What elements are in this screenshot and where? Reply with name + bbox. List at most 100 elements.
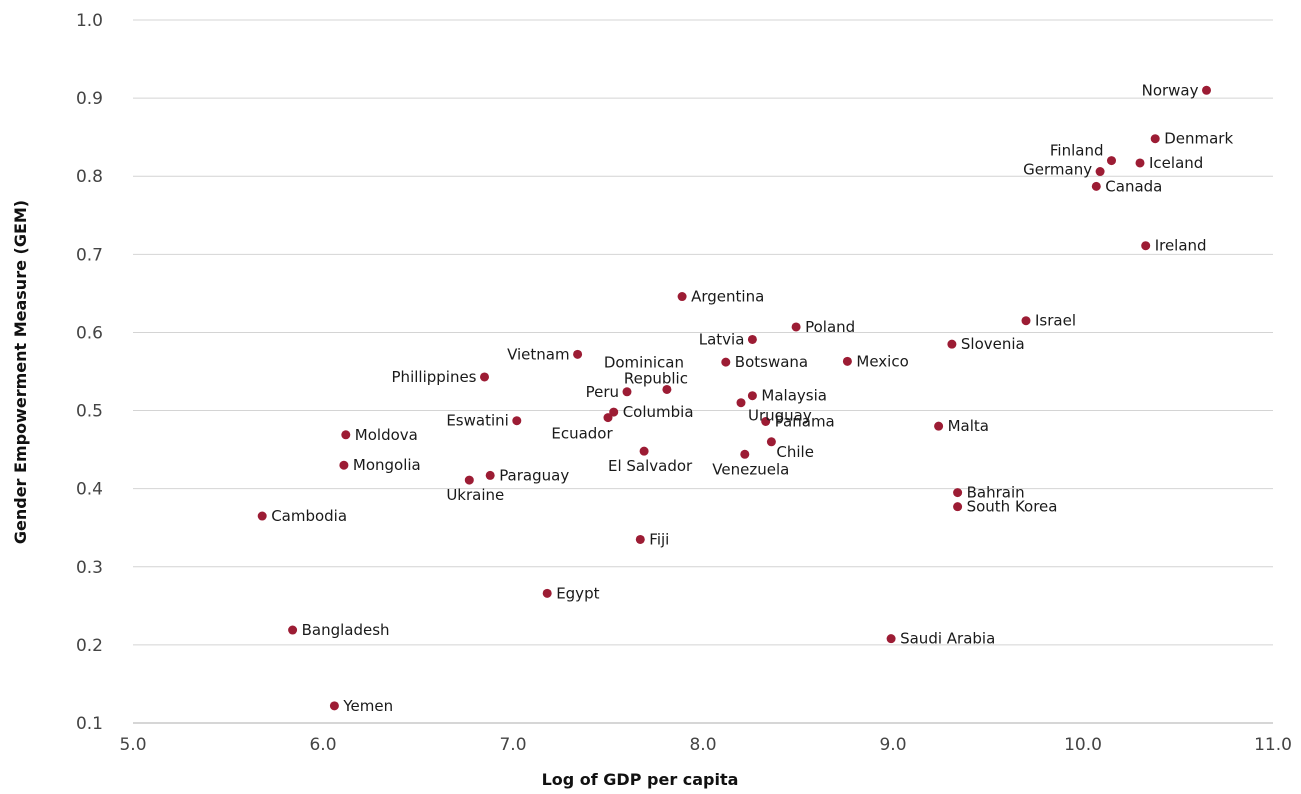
y-tick-label: 0.2 (76, 636, 103, 656)
data-label-fiji: Fiji (649, 530, 669, 548)
data-label-egypt: Egypt (556, 584, 599, 602)
x-tick-label: 7.0 (499, 735, 526, 755)
data-label-mexico: Mexico (856, 352, 908, 370)
data-point-south-korea (953, 502, 963, 512)
data-label-malaysia: Malaysia (761, 387, 827, 405)
data-label-iceland: Iceland (1149, 154, 1203, 172)
y-tick-label: 0.6 (76, 323, 103, 343)
data-point-dominican-republic (662, 384, 672, 394)
y-tick-label: 0.8 (76, 167, 103, 187)
data-point-bangladesh (288, 625, 298, 635)
y-axis-title: Gender Empowerment Measure (GEM) (11, 200, 30, 544)
data-label-saudi-arabia: Saudi Arabia (900, 630, 995, 648)
y-tick-label: 0.7 (76, 245, 103, 265)
y-tick-label: 0.4 (76, 480, 103, 500)
data-point-canada (1091, 181, 1101, 191)
data-points (257, 85, 1211, 711)
data-point-el-salvador (639, 446, 649, 456)
data-label-el-salvador: El Salvador (608, 457, 693, 475)
y-tick-label: 0.1 (76, 714, 103, 734)
data-point-bahrain (953, 488, 963, 498)
data-label-israel: Israel (1035, 312, 1076, 330)
data-label-uruguay: Uruguay (748, 407, 812, 425)
data-point-israel (1021, 316, 1031, 326)
data-label-bangladesh: Bangladesh (302, 621, 390, 639)
data-point-germany (1095, 167, 1105, 177)
data-label-norway: Norway (1142, 81, 1199, 99)
data-label-south-korea: South Korea (967, 498, 1058, 516)
data-label-phillippines: Phillippines (392, 368, 477, 386)
data-label-ireland: Ireland (1155, 237, 1207, 255)
data-point-ireland (1141, 241, 1151, 251)
x-tick-labels: 5.0 6.0 7.0 8.0 9.0 10.0 11.0 (119, 735, 1291, 755)
data-label-germany: Germany (1023, 161, 1092, 179)
data-point-paraguay (485, 470, 495, 480)
data-label-paraguay: Paraguay (499, 466, 569, 484)
data-point-denmark (1150, 134, 1160, 144)
data-point-mexico (842, 356, 852, 366)
data-point-columbia (609, 407, 619, 417)
data-label-cambodia: Cambodia (271, 507, 347, 525)
data-label-finland: Finland (1050, 142, 1104, 160)
data-point-labels: Norway Denmark Finland Iceland Germany Canada… (271, 81, 1233, 715)
data-point-norway (1202, 85, 1211, 95)
data-label-peru: Peru (586, 383, 619, 401)
gridlines (133, 19, 1273, 646)
data-label-bahrain: Bahrain (967, 484, 1025, 502)
data-label-slovenia: Slovenia (961, 335, 1025, 353)
data-point-venezuela (740, 449, 750, 459)
data-label-vietnam: Vietnam (507, 345, 570, 363)
y-tick-label: 0.3 (76, 558, 103, 578)
data-point-ukraine (464, 475, 474, 485)
x-tick-label: 5.0 (119, 735, 146, 755)
data-label-canada: Canada (1105, 177, 1162, 195)
data-point-cambodia (257, 511, 267, 521)
data-point-finland (1107, 156, 1116, 166)
data-label-latvia: Latvia (699, 330, 745, 348)
data-label-yemen: Yemen (342, 697, 393, 715)
data-point-fiji (635, 534, 645, 544)
x-tick-label: 9.0 (879, 735, 906, 755)
data-point-eswatini (512, 416, 522, 426)
data-label-chile: Chile (776, 443, 814, 461)
data-point-botswana (721, 357, 731, 367)
data-point-saudi-arabia (886, 634, 896, 644)
data-point-slovenia (947, 339, 957, 349)
data-point-iceland (1135, 158, 1145, 168)
data-point-malaysia (747, 391, 757, 401)
data-label-denmark: Denmark (1164, 130, 1233, 148)
x-tick-label: 6.0 (309, 735, 336, 755)
data-point-peru (622, 387, 632, 397)
data-label-ukraine: Ukraine (446, 486, 504, 504)
y-tick-labels: 0.1 0.2 0.3 0.4 0.5 0.6 0.7 0.8 0.9 1.0 (76, 11, 103, 734)
data-label-moldova: Moldova (355, 426, 418, 444)
data-label-malta: Malta (948, 417, 989, 435)
data-point-moldova (341, 430, 351, 440)
data-point-uruguay (736, 398, 746, 408)
data-point-egypt (542, 588, 552, 598)
data-point-panama (761, 416, 771, 426)
data-label-ecuador: Ecuador (551, 425, 613, 443)
x-tick-label: 11.0 (1254, 735, 1292, 755)
data-point-yemen (329, 701, 339, 711)
data-label-columbia: Columbia (623, 403, 694, 421)
x-tick-label: 10.0 (1064, 735, 1102, 755)
y-tick-label: 0.5 (76, 402, 103, 422)
data-point-malta (934, 421, 944, 431)
data-label-argentina: Argentina (691, 288, 764, 306)
data-point-mongolia (339, 460, 349, 470)
data-point-latvia (747, 334, 757, 344)
data-point-poland (791, 322, 801, 332)
data-label-poland: Poland (805, 318, 855, 336)
x-tick-label: 8.0 (689, 735, 716, 755)
y-tick-label: 0.9 (76, 89, 103, 109)
data-label-eswatini: Eswatini (446, 412, 508, 430)
data-point-argentina (677, 292, 687, 302)
data-label-botswana: Botswana (735, 353, 808, 371)
data-label-dominican-republic: Dominican Republic (604, 353, 688, 387)
data-point-chile (766, 437, 776, 447)
data-point-ecuador (603, 413, 613, 423)
data-label-panama: Panama (775, 412, 835, 430)
data-point-vietnam (573, 349, 583, 359)
